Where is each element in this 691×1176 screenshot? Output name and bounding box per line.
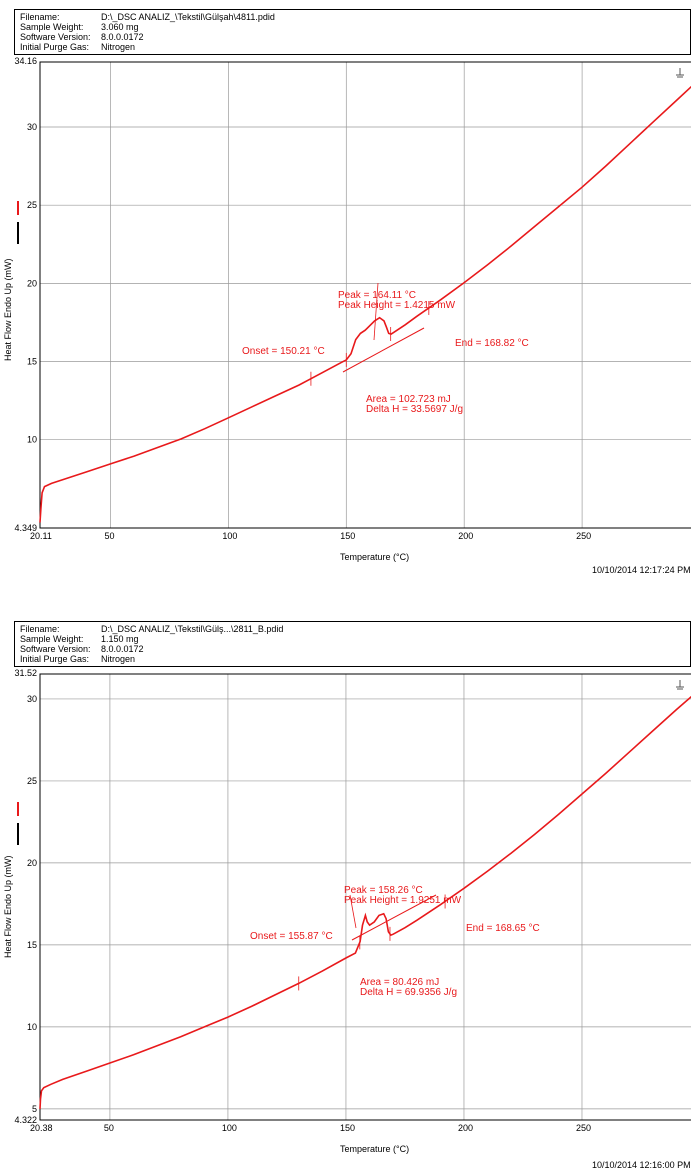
y-tick-label: 10 xyxy=(27,435,37,445)
baseline-line-1 xyxy=(342,327,425,373)
y-ticks-1: 34.16 30 25 20 15 10 4.349 xyxy=(14,56,37,533)
software-version-label: Software Version: xyxy=(20,644,91,654)
baseline-marks-1 xyxy=(310,300,430,386)
x-axis-label-1: Temperature (°C) xyxy=(340,552,409,562)
y-tick-label: 4.349 xyxy=(14,523,37,533)
grid-1 xyxy=(40,62,691,528)
y-tick-label: 15 xyxy=(27,357,37,367)
plot-area-border-2 xyxy=(39,673,691,1121)
dsc-plot-1: 20.11 50 100 150 200 250 30 34.16 30 25 20 15 10 4.3… xyxy=(3,56,691,562)
annotation-peak-1: Peak = 164.11 °C xyxy=(338,290,416,301)
filename-value: D:\_DSC ANALIZ_\Tekstil\Gülşah\4811.pdid xyxy=(101,12,275,22)
purge-gas-value: Nitrogen xyxy=(101,654,136,664)
cursor-icon-2[interactable] xyxy=(676,680,684,690)
legend-swatch-red-2 xyxy=(17,802,19,816)
legend-swatch-black-2 xyxy=(17,823,19,845)
x-tick-label: 200 xyxy=(458,531,473,541)
annotation-peak-height-2: Peak Height = 1.9251 mW xyxy=(344,895,462,906)
timestamp-2: 10/10/2014 12:16:00 PM xyxy=(592,1160,691,1170)
legend-swatch-black-1 xyxy=(17,222,19,244)
purge-gas-value: Nitrogen xyxy=(101,42,136,52)
x-tick-label: 150 xyxy=(340,1123,355,1133)
y-tick-label: 25 xyxy=(27,776,37,786)
heat-flow-curve-1 xyxy=(39,85,691,523)
filename-value: D:\_DSC ANALIZ_\Tekstil\Gülş...\2811_B.p… xyxy=(101,624,284,634)
x-tick-label: 200 xyxy=(458,1123,473,1133)
y-tick-label: 4.322 xyxy=(14,1115,37,1125)
y-tick-label: 31.52 xyxy=(14,668,37,678)
sample-weight-label: Sample Weight: xyxy=(20,634,84,644)
y-axis-label-2: Heat Flow Endo Up (mW) xyxy=(3,855,13,958)
x-tick-label: 50 xyxy=(104,531,114,541)
heat-flow-curve-2 xyxy=(39,695,691,1109)
grid-2 xyxy=(40,674,691,1120)
annotation-area-2: Area = 80.426 mJ xyxy=(360,977,439,988)
annotation-onset-1: Onset = 150.21 °C xyxy=(242,346,325,357)
annotation-peak-height-1: Peak Height = 1.4215 mW xyxy=(338,300,456,311)
x-tick-label: 100 xyxy=(222,1123,237,1133)
x-ticks-2: 20.385010015020025030 xyxy=(30,1123,591,1133)
baseline-line-2 xyxy=(351,894,437,941)
software-version-value: 8.0.0.0172 xyxy=(101,644,144,654)
dsc-plot-2: 20.38 50 100 150 200 250 30 31.52 30 25 20 15 10 54.… xyxy=(3,668,691,1154)
peak-leader-2 xyxy=(349,894,357,929)
y-tick-label: 10 xyxy=(27,1022,37,1032)
annotation-end-2: End = 168.65 °C xyxy=(466,923,540,934)
info-box-2: Filename: D:\_DSC ANALIZ_\Tekstil\Gülş...… xyxy=(14,621,691,667)
x-tick-label: 50 xyxy=(104,1123,114,1133)
annotation-onset-2: Onset = 155.87 °C xyxy=(250,931,333,942)
x-ticks-1: 20.115010015020025030 xyxy=(30,531,591,541)
purge-gas-label: Initial Purge Gas: xyxy=(20,42,90,52)
x-tick-label: 20.11 xyxy=(30,531,52,541)
dsc-panel-2: Filename: D:\_DSC ANALIZ_\Tekstil\Gülş...… xyxy=(0,612,691,1176)
y-tick-label: 20 xyxy=(27,278,37,288)
peak-leader-1 xyxy=(373,282,379,341)
x-axis-label-2: Temperature (°C) xyxy=(340,1144,409,1154)
info-box-1: Filename: D:\_DSC ANALIZ_\Tekstil\Gülşah\… xyxy=(14,9,691,55)
y-tick-label: 20 xyxy=(27,858,37,868)
y-tick-label: 34.16 xyxy=(14,56,37,66)
y-tick-label: 25 xyxy=(27,200,37,210)
annotation-end-1: End = 168.82 °C xyxy=(455,338,529,349)
software-version-value: 8.0.0.0172 xyxy=(101,32,144,42)
sample-weight-label: Sample Weight: xyxy=(20,22,84,32)
y-tick-label: 30 xyxy=(27,694,37,704)
y-axis-label-1: Heat Flow Endo Up (mW) xyxy=(3,258,13,361)
x-tick-label: 250 xyxy=(576,531,591,541)
software-version-label: Software Version: xyxy=(20,32,91,42)
sample-weight-value: 3.060 mg xyxy=(101,22,139,32)
x-tick-label: 20.38 xyxy=(30,1123,53,1133)
y-ticks-2: 31.52 30 25 20 15 10 54.322 xyxy=(14,668,37,1125)
annotation-peak-2: Peak = 158.26 °C xyxy=(344,885,423,896)
plot-area-border-1 xyxy=(39,61,691,529)
cursor-icon-1[interactable] xyxy=(676,68,684,78)
annotation-delta-h-1: Delta H = 33.5697 J/g xyxy=(366,404,463,415)
x-tick-label: 100 xyxy=(222,531,237,541)
y-tick-label: 15 xyxy=(27,940,37,950)
dsc-panel-1: Filename: D:\_DSC ANALIZ_\Tekstil\Gülşah\… xyxy=(3,9,691,575)
filename-label: Filename: xyxy=(20,624,60,634)
purge-gas-label: Initial Purge Gas: xyxy=(20,654,90,664)
x-tick-label: 150 xyxy=(340,531,355,541)
y-tick-label: 30 xyxy=(27,122,37,132)
annotation-delta-h-2: Delta H = 69.9356 J/g xyxy=(360,987,457,998)
x-tick-label: 250 xyxy=(576,1123,591,1133)
y-tick-label: 5 xyxy=(32,1104,37,1114)
timestamp-1: 10/10/2014 12:17:24 PM xyxy=(592,565,691,575)
annotation-area-1: Area = 102.723 mJ xyxy=(366,394,451,405)
sample-weight-value: 1.150 mg xyxy=(101,634,139,644)
filename-label: Filename: xyxy=(20,12,60,22)
legend-swatch-red-1 xyxy=(17,201,19,215)
